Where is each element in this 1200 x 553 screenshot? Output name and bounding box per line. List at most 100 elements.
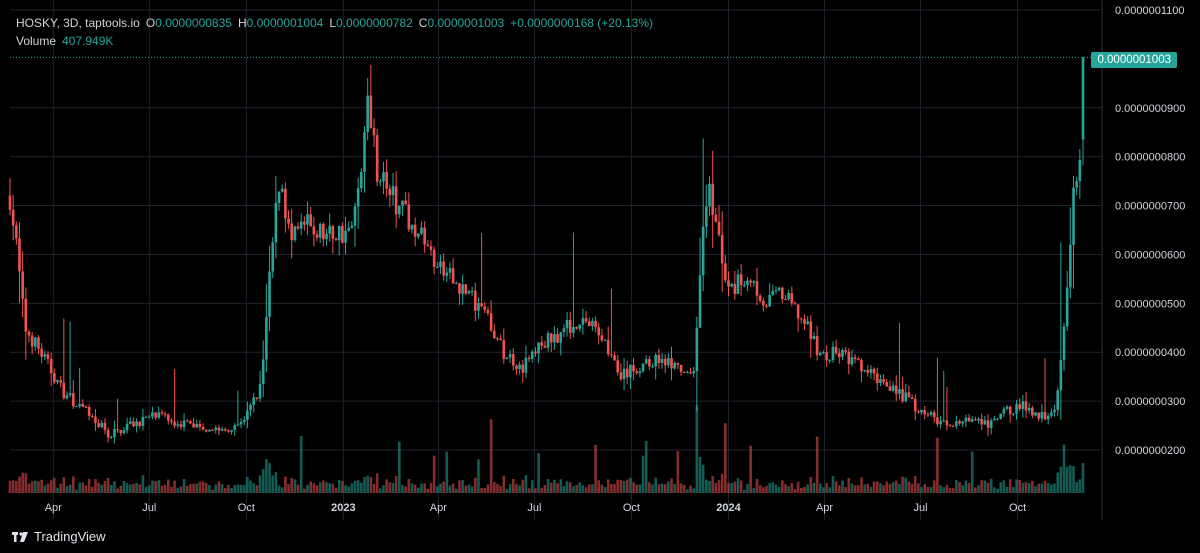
- symbol-info[interactable]: HOSKY, 3D, taptools.io: [16, 16, 140, 30]
- candle-body: [860, 359, 863, 372]
- candle-body: [942, 420, 946, 422]
- candle-body: [765, 305, 768, 307]
- candle-body: [831, 346, 835, 360]
- volume-bar: [467, 484, 471, 493]
- volume-bar: [869, 486, 873, 493]
- candle-body: [252, 397, 256, 406]
- candle-body: [87, 406, 91, 417]
- candle-body: [141, 416, 145, 426]
- candle-body: [701, 226, 705, 276]
- volume-bar: [837, 485, 841, 493]
- volume-bar: [894, 480, 898, 493]
- candle-body: [600, 335, 604, 341]
- candle-body: [587, 321, 591, 327]
- volume-bar: [730, 482, 733, 493]
- volume-bar: [81, 482, 85, 493]
- volume-bar: [762, 487, 765, 493]
- candle-body: [119, 430, 123, 434]
- candle-body: [901, 389, 904, 402]
- candle-body: [584, 318, 588, 322]
- volume-bar: [293, 479, 297, 493]
- candle-body: [730, 284, 733, 287]
- current-price-tag: 0.0000001003: [1091, 52, 1177, 68]
- candle-body: [796, 304, 800, 319]
- candle-body: [204, 429, 208, 432]
- volume-bar: [929, 487, 933, 493]
- volume-bar: [717, 480, 721, 493]
- volume-bar: [746, 484, 749, 493]
- volume-label[interactable]: Volume: [16, 34, 57, 48]
- candle-body: [100, 422, 104, 428]
- candle-body: [654, 354, 658, 367]
- candle-body: [318, 223, 322, 238]
- candle-body: [964, 417, 968, 422]
- candle-body: [1008, 406, 1012, 415]
- candle-body: [651, 366, 654, 368]
- candle-body: [613, 355, 616, 361]
- candle-body: [913, 398, 917, 412]
- candle-body: [939, 420, 942, 425]
- volume-bar: [891, 482, 895, 493]
- candle-body: [154, 412, 157, 418]
- volume-bar: [635, 484, 639, 493]
- volume-bar: [781, 480, 784, 493]
- volume-bar: [1046, 482, 1050, 493]
- candle-body: [492, 330, 496, 339]
- candle-body: [768, 294, 771, 307]
- volume-bar: [926, 486, 930, 493]
- volume-bar: [350, 483, 354, 493]
- candle-body: [322, 223, 325, 240]
- volume-bar: [505, 488, 509, 493]
- candle-body: [619, 372, 623, 380]
- volume-bar: [410, 483, 414, 493]
- candle-body: [59, 380, 62, 383]
- open-label: O: [145, 16, 156, 30]
- volume-bar: [679, 483, 683, 493]
- volume-bar: [733, 481, 737, 493]
- time-axis[interactable]: Apr Jul Oct 2023 Apr Jul Oct 2024 Apr Jul Oct: [45, 502, 1026, 514]
- volume-bar: [749, 445, 752, 493]
- volume-bar: [486, 484, 490, 493]
- volume-bar: [78, 482, 81, 493]
- candle-body: [337, 225, 341, 241]
- candle-body: [464, 284, 468, 294]
- price-axis[interactable]: 0.0000001100 0.0000000900 0.0000000800 0.00…: [1115, 5, 1185, 457]
- volume-bar: [1081, 463, 1085, 493]
- candle-body: [1024, 401, 1028, 411]
- candle-body: [885, 381, 889, 387]
- volume-bar: [860, 477, 863, 493]
- volume-bar: [398, 441, 401, 493]
- volume-bar: [46, 483, 50, 493]
- volume-bar: [774, 484, 778, 493]
- candle-body: [999, 413, 1003, 419]
- volume-bar: [445, 451, 449, 493]
- candle-body: [660, 358, 664, 364]
- volume-bar: [720, 473, 724, 493]
- volume-bar: [176, 487, 180, 493]
- candle-body: [777, 287, 781, 290]
- candle-body: [458, 283, 461, 294]
- volume-bar: [834, 481, 838, 493]
- candle-body: [296, 226, 300, 229]
- tradingview-logo[interactable]: TradingView: [12, 529, 106, 544]
- candle-body: [793, 303, 797, 305]
- volume-bar: [401, 484, 404, 493]
- volume-bar: [920, 487, 923, 493]
- volume-bar: [59, 483, 62, 493]
- volume-bar: [277, 485, 281, 493]
- candle-body: [749, 280, 752, 283]
- candle-body: [470, 290, 474, 292]
- candle-body: [407, 204, 411, 230]
- volume-bar: [480, 488, 483, 493]
- volume-bar: [379, 488, 382, 493]
- candle-body: [426, 244, 430, 247]
- candle-body: [676, 362, 680, 365]
- volume-bar: [511, 478, 515, 493]
- candle-body: [809, 321, 813, 339]
- volume-bar: [537, 453, 540, 493]
- candle-body: [274, 202, 278, 243]
- volume-bar: [1075, 481, 1078, 493]
- volume-bar: [508, 484, 512, 493]
